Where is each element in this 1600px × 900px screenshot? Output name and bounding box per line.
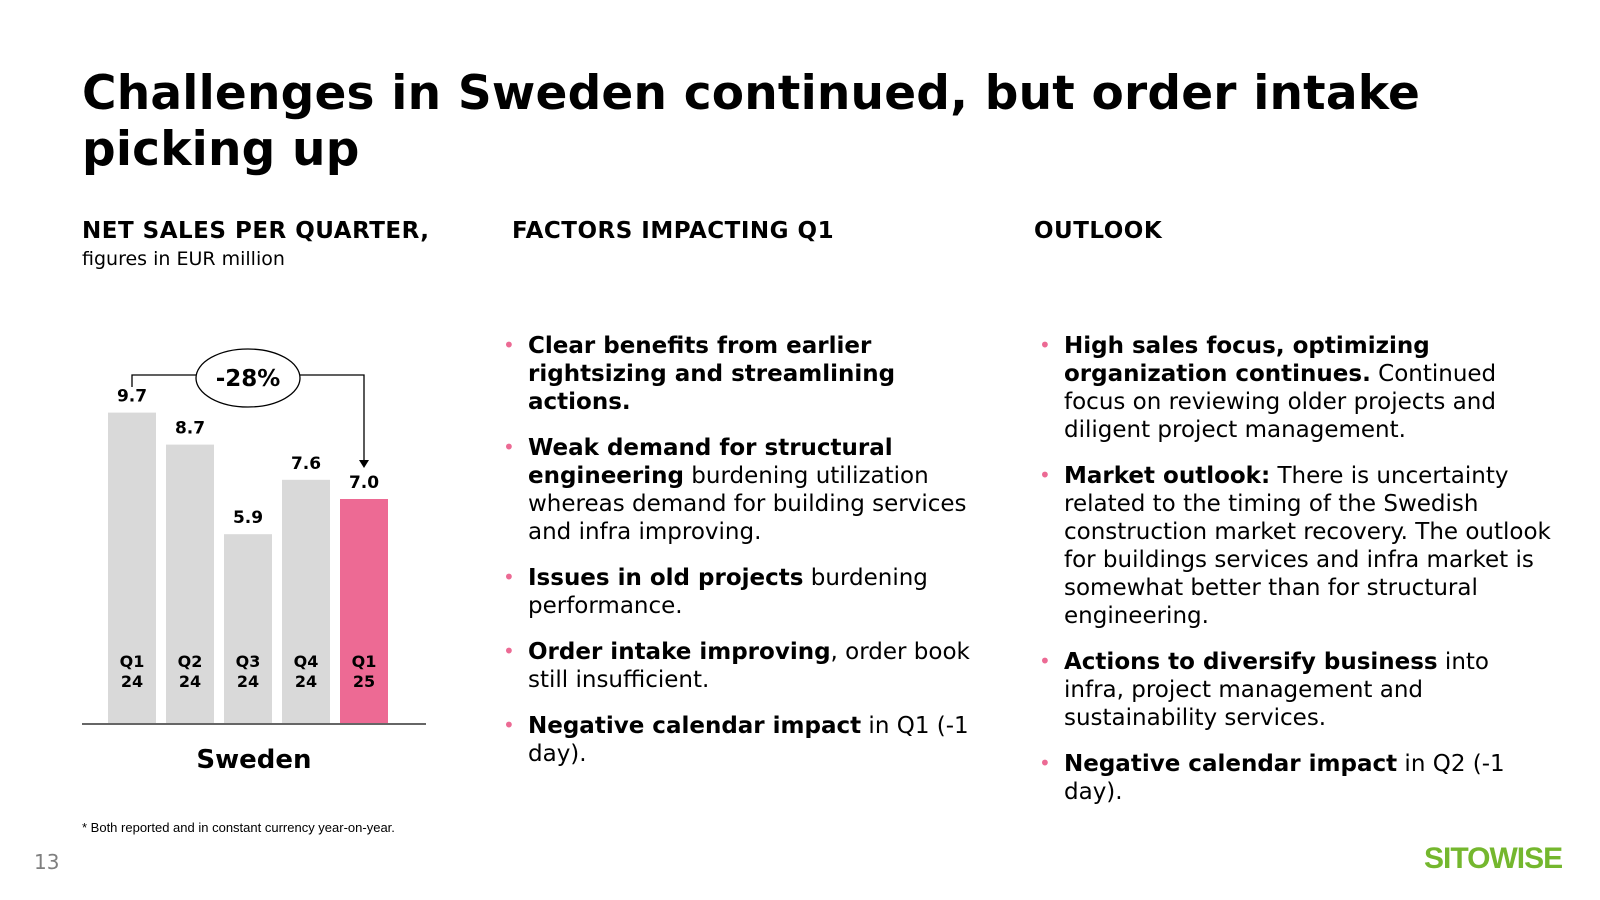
outlook-item-text: into infra, project management and susta…: [1064, 649, 1489, 731]
change-ellipse: [195, 348, 301, 408]
factor-item: • Negative calendar impact in Q1 (-1 day)…: [503, 712, 976, 768]
bar-value-label: 9.7: [117, 387, 147, 407]
category-label: Q4 24: [294, 652, 319, 691]
outlook-item-bold: Market outlook:: [1064, 463, 1271, 489]
outlook-item: • Actions to diversify business into infr…: [1039, 648, 1552, 732]
change-indicator: -28%: [131, 348, 369, 468]
net-sales-subheading: figures in EUR million: [82, 248, 285, 270]
bullet-icon: •: [1039, 751, 1051, 775]
outlook-item-text: There is uncertainty related to the timi…: [1064, 463, 1551, 629]
category-label: Q3 24: [236, 652, 261, 691]
bullet-icon: •: [1039, 463, 1051, 487]
factor-item-bold: Negative calendar impact: [528, 713, 862, 739]
factor-item: • Issues in old projects burdening perfor…: [503, 564, 976, 620]
bullet-icon: •: [503, 333, 515, 357]
factor-item-bold: Issues in old projects: [528, 565, 804, 591]
bullet-icon: •: [503, 713, 515, 737]
bar-value-label: 8.7: [175, 419, 205, 439]
outlook-heading: OUTLOOK: [1034, 218, 1163, 244]
sitowise-logo: SITOWISE: [1424, 842, 1563, 875]
factor-item-bold: Clear benefits from earlier rightsizing …: [528, 333, 896, 415]
footnote: * Both reported and in constant currency…: [82, 820, 395, 835]
outlook-item: • High sales focus, optimizing organizati…: [1039, 332, 1552, 444]
page-number: 13: [34, 850, 60, 874]
outlook-item-bold: Negative calendar impact: [1064, 751, 1398, 777]
factor-item: • Order intake improving, order book stil…: [503, 638, 976, 694]
bar-value-label: 7.6: [291, 454, 321, 474]
bullet-icon: •: [503, 435, 515, 459]
factor-item: • Clear benefits from earlier rightsizing…: [503, 332, 976, 416]
outlook-item-text: Continued focus on reviewing older proje…: [1064, 361, 1497, 443]
outlook-list: • High sales focus, optimizing organizati…: [1039, 332, 1552, 824]
bullet-icon: •: [503, 639, 515, 663]
outlook-item-text: in Q2 (-1 day).: [1064, 751, 1505, 805]
bar-value-label: 5.9: [233, 508, 263, 528]
outlook-item: • Negative calendar impact in Q2 (-1 day)…: [1039, 750, 1552, 806]
bar-value-label: 7.0: [349, 473, 379, 493]
factor-item-bold: Order intake improving: [528, 639, 831, 665]
factor-item-text: burdening performance.: [528, 565, 928, 619]
factors-heading: FACTORS IMPACTING Q1: [512, 218, 835, 244]
category-label: Q1 24: [120, 652, 145, 691]
factor-item-text: burdening utilization whereas demand for…: [528, 463, 967, 545]
category-label: Q2 24: [178, 652, 203, 691]
outlook-item-bold: Actions to diversify business: [1064, 649, 1438, 675]
chart-x-label: Sweden: [196, 745, 311, 775]
change-label: -28%: [216, 366, 281, 392]
bullet-icon: •: [503, 565, 515, 589]
bullet-icon: •: [1039, 649, 1051, 673]
bullet-icon: •: [1039, 333, 1051, 357]
factors-list: • Clear benefits from earlier rightsizing…: [503, 332, 976, 786]
net-sales-chart: 9.7 Q1 24 8.7 Q2 24 5.9 Q3 24 7.6 Q4 24 7.0 Q1 25 Swed…: [82, 348, 426, 775]
outlook-item-bold: High sales focus, optimizing organizatio…: [1064, 333, 1430, 387]
factor-item-text: in Q1 (-1 day).: [528, 713, 969, 767]
bar: [224, 534, 272, 723]
bar: [282, 479, 330, 723]
page-title: Challenges in Sweden continued, but orde…: [82, 66, 1421, 177]
outlook-item: • Market outlook: There is uncertainty re…: [1039, 462, 1552, 630]
category-label: Q1 25: [352, 652, 377, 691]
bar: [166, 444, 214, 723]
net-sales-heading: NET SALES PER QUARTER,: [82, 218, 430, 244]
factor-item: • Weak demand for structural engineering …: [503, 434, 976, 546]
factor-item-bold: Weak demand for structural engineering: [528, 435, 893, 489]
factor-item-text: , order book still insufficient.: [528, 639, 970, 693]
bar: [340, 499, 388, 723]
bar: [108, 412, 156, 723]
